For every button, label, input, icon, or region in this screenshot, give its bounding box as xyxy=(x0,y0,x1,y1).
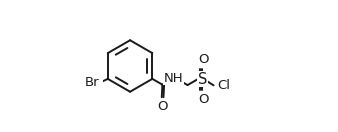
Text: O: O xyxy=(198,93,209,106)
Text: O: O xyxy=(157,100,168,113)
Text: Cl: Cl xyxy=(217,79,230,93)
Text: O: O xyxy=(198,53,209,66)
Text: NH: NH xyxy=(164,72,184,85)
Text: S: S xyxy=(197,72,207,87)
Text: Br: Br xyxy=(84,76,99,89)
